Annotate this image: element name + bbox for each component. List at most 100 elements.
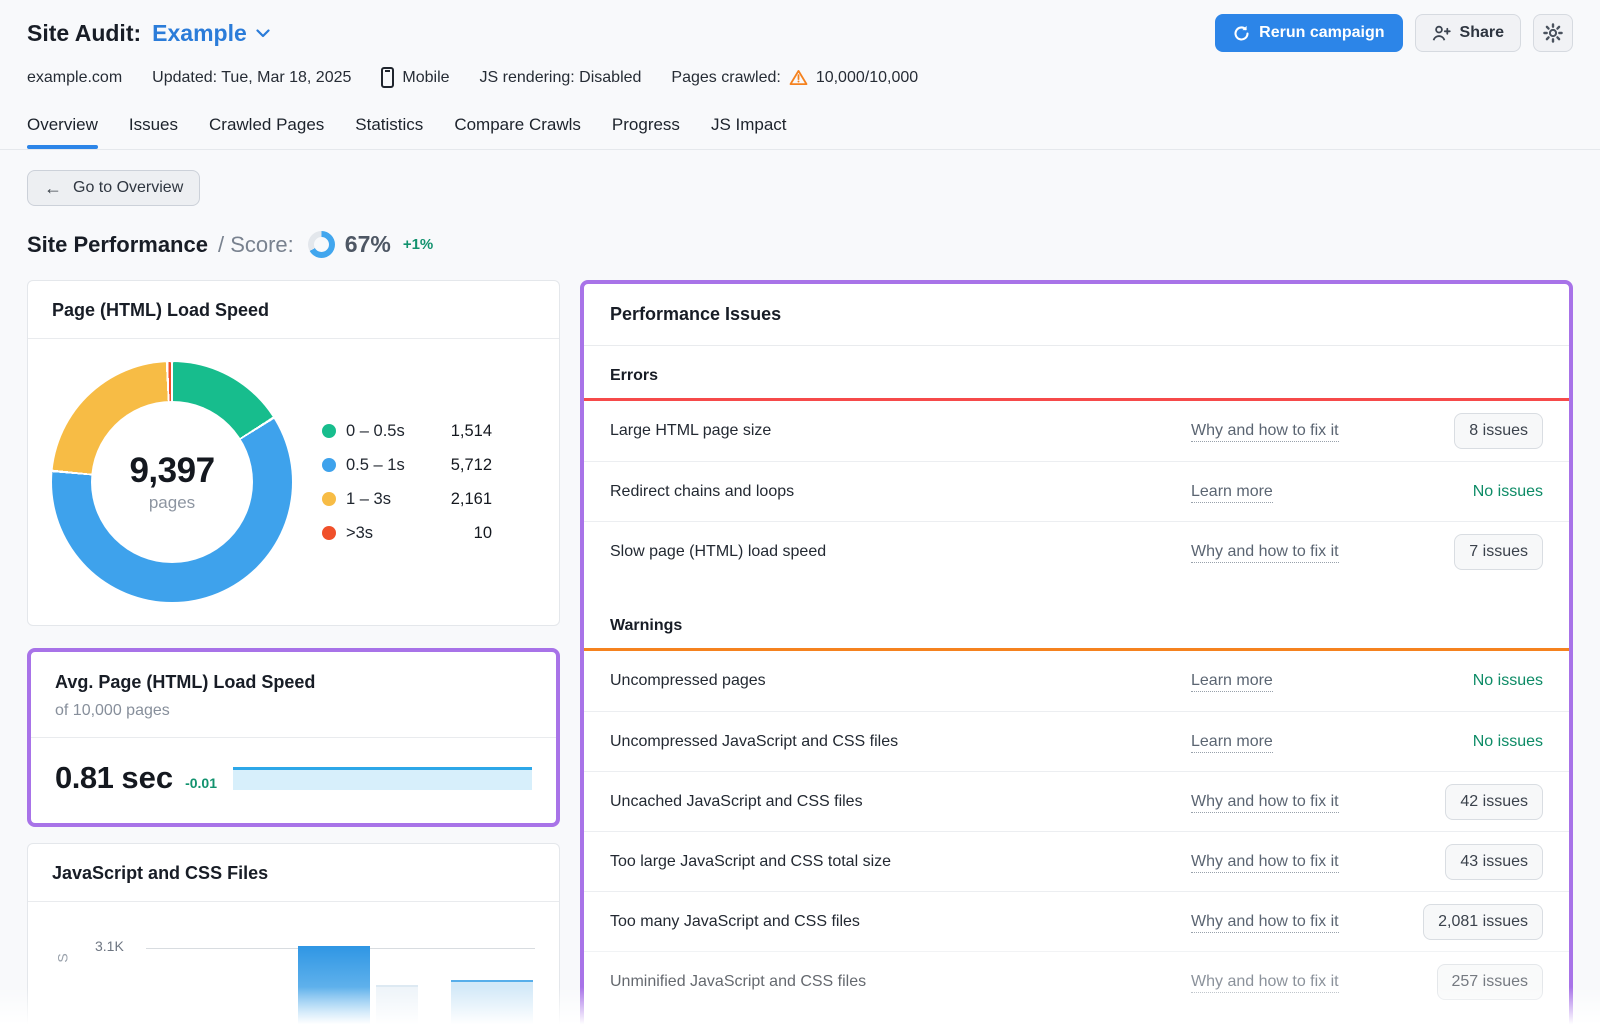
avg-card-divider bbox=[31, 737, 556, 738]
issue-row-large-html: Large HTML page size Why and how to fix … bbox=[584, 401, 1569, 461]
score-label: / Score: bbox=[217, 231, 294, 257]
issues-count-button[interactable]: 43 issues bbox=[1445, 843, 1543, 880]
tab-issues[interactable]: Issues bbox=[128, 115, 178, 134]
back-arrow-icon: ← bbox=[44, 177, 62, 198]
avg-speed-value: 0.81 bbox=[55, 760, 114, 795]
issue-row-uncompressed-js-css: Uncompressed JavaScript and CSS files Le… bbox=[584, 711, 1569, 771]
legend-value: 10 bbox=[473, 523, 492, 542]
project-selector[interactable]: Example bbox=[152, 20, 270, 47]
issues-count-button[interactable]: 2,081 issues bbox=[1423, 903, 1543, 940]
issue-help-link[interactable]: Learn more bbox=[1191, 672, 1413, 692]
pages-crawled-value: 10,000/10,000 bbox=[815, 68, 919, 86]
issue-name: Uncached JavaScript and CSS files bbox=[610, 792, 863, 810]
refresh-icon bbox=[1233, 25, 1250, 42]
tab-overview[interactable]: Overview bbox=[27, 115, 98, 149]
issue-status: No issues bbox=[1413, 483, 1543, 501]
issue-help-link[interactable]: Why and how to fix it bbox=[1191, 912, 1413, 933]
issues-count-button[interactable]: 42 issues bbox=[1445, 783, 1543, 820]
issue-name: Too many JavaScript and CSS files bbox=[610, 912, 860, 930]
updated-date: Updated: Tue, Mar 18, 2025 bbox=[152, 68, 352, 86]
section-heading: Site Performance / Score: 67% +1% bbox=[27, 231, 1573, 258]
issue-help-link[interactable]: Why and how to fix it bbox=[1191, 792, 1413, 813]
donut-center: 9,397 pages bbox=[91, 401, 253, 563]
header: Site Audit: Example Rerun campaign bbox=[27, 0, 1573, 52]
warning-icon bbox=[789, 69, 808, 86]
performance-issues-panel: Performance Issues Errors Large HTML pag… bbox=[580, 280, 1573, 1031]
tab-compare-crawls[interactable]: Compare Crawls bbox=[454, 115, 581, 134]
js-css-card-title: JavaScript and CSS Files bbox=[28, 844, 559, 902]
js-css-files-card: JavaScript and CSS Files 3.1K S bbox=[27, 843, 560, 1031]
donut-total-value: 9,397 bbox=[129, 451, 215, 490]
score-ring bbox=[307, 231, 335, 258]
avg-speed-bar bbox=[233, 766, 532, 790]
issue-help-link[interactable]: Why and how to fix it bbox=[1191, 542, 1413, 563]
chevron-down-icon bbox=[256, 28, 270, 38]
project-name[interactable]: Example bbox=[152, 19, 247, 46]
legend-dot-red bbox=[322, 526, 336, 540]
bar-right[interactable] bbox=[451, 980, 533, 1031]
tab-js-impact[interactable]: JS Impact bbox=[710, 115, 787, 134]
y-axis-tick: 3.1K bbox=[95, 938, 124, 954]
issue-status: 42 issues bbox=[1413, 783, 1543, 820]
right-column: Performance Issues Errors Large HTML pag… bbox=[580, 280, 1573, 1031]
tab-statistics[interactable]: Statistics bbox=[355, 115, 424, 134]
load-speed-card: Page (HTML) Load Speed 9,397 pages 0 – 0… bbox=[27, 280, 560, 626]
issue-status: 7 issues bbox=[1413, 533, 1543, 570]
issues-count-button[interactable]: 8 issues bbox=[1454, 413, 1543, 449]
tab-progress[interactable]: Progress bbox=[611, 115, 680, 134]
go-to-overview-button[interactable]: ← Go to Overview bbox=[27, 170, 201, 206]
issue-row-too-large-js-css: Too large JavaScript and CSS total size … bbox=[584, 831, 1569, 891]
campaign-meta: example.com Updated: Tue, Mar 18, 2025 M… bbox=[27, 67, 1573, 88]
errors-section-label: Errors bbox=[610, 367, 659, 384]
js-css-bar-chart: 3.1K S bbox=[28, 902, 559, 1031]
issue-status: 8 issues bbox=[1413, 413, 1543, 449]
issue-help-link[interactable]: Why and how to fix it bbox=[1191, 852, 1413, 873]
avg-card-header: Avg. Page (HTML) Load Speed of 10,000 pa… bbox=[31, 652, 556, 720]
legend-label: >3s bbox=[346, 523, 374, 542]
issue-help-link[interactable]: Learn more bbox=[1191, 732, 1413, 753]
main-content: Page (HTML) Load Speed 9,397 pages 0 – 0… bbox=[27, 280, 1573, 1031]
legend-value: 2,161 bbox=[450, 489, 492, 508]
avg-speed-unit: sec bbox=[121, 760, 174, 795]
issues-count-button[interactable]: 257 issues bbox=[1436, 963, 1543, 1000]
issue-name: Redirect chains and loops bbox=[610, 482, 795, 500]
left-column: Page (HTML) Load Speed 9,397 pages 0 – 0… bbox=[27, 280, 560, 1031]
bar-faint[interactable] bbox=[376, 985, 418, 1031]
rerun-campaign-label: Rerun campaign bbox=[1259, 24, 1385, 41]
issue-help-link[interactable]: Learn more bbox=[1191, 482, 1413, 503]
issue-row-uncompressed-pages: Uncompressed pages Learn more No issues bbox=[584, 651, 1569, 711]
issue-row-slow-page: Slow page (HTML) load speed Why and how … bbox=[584, 521, 1569, 581]
bar-main[interactable] bbox=[298, 946, 370, 1031]
settings-button[interactable] bbox=[1533, 14, 1573, 52]
no-issues-label: No issues bbox=[1472, 672, 1543, 689]
legend-dot-yellow bbox=[322, 492, 336, 506]
load-speed-donut: 9,397 pages bbox=[52, 362, 292, 602]
tab-crawled-pages[interactable]: Crawled Pages bbox=[209, 115, 325, 134]
legend-dot-blue bbox=[322, 458, 336, 472]
js-rendering-meta: JS rendering: Disabled bbox=[479, 68, 642, 86]
avg-card-subtitle: of 10,000 pages bbox=[55, 702, 170, 719]
issue-name: Unminified JavaScript and CSS files bbox=[610, 972, 867, 990]
issue-status: No issues bbox=[1413, 733, 1543, 751]
y-axis-letter: S bbox=[54, 953, 71, 963]
rerun-campaign-button[interactable]: Rerun campaign bbox=[1215, 14, 1403, 52]
avg-card-title: Avg. Page (HTML) Load Speed bbox=[55, 672, 316, 692]
issues-count-button[interactable]: 7 issues bbox=[1454, 533, 1543, 570]
legend-dot-green bbox=[322, 424, 336, 438]
issue-help-link[interactable]: Why and how to fix it bbox=[1191, 422, 1413, 442]
avg-load-speed-card: Avg. Page (HTML) Load Speed of 10,000 pa… bbox=[27, 648, 560, 827]
issues-panel-title: Performance Issues bbox=[584, 284, 1569, 346]
issue-help-link[interactable]: Why and how to fix it bbox=[1191, 972, 1413, 993]
tab-bar: Overview Issues Crawled Pages Statistics… bbox=[27, 115, 1573, 149]
warnings-section-label: Warnings bbox=[610, 617, 683, 634]
issue-status: 43 issues bbox=[1413, 843, 1543, 880]
issue-name: Too large JavaScript and CSS total size bbox=[610, 852, 892, 870]
errors-accent-line bbox=[584, 398, 1569, 401]
donut-total-label: pages bbox=[148, 493, 196, 512]
domain: example.com bbox=[27, 68, 123, 86]
share-button[interactable]: Share bbox=[1414, 14, 1521, 52]
issue-name: Slow page (HTML) load speed bbox=[610, 542, 827, 560]
pages-crawled-meta: Pages crawled: 10,000/10,000 bbox=[671, 69, 918, 87]
legend-item: 0.5 – 1s 5,712 bbox=[322, 456, 492, 475]
pages-crawled-label: Pages crawled: bbox=[671, 68, 781, 86]
